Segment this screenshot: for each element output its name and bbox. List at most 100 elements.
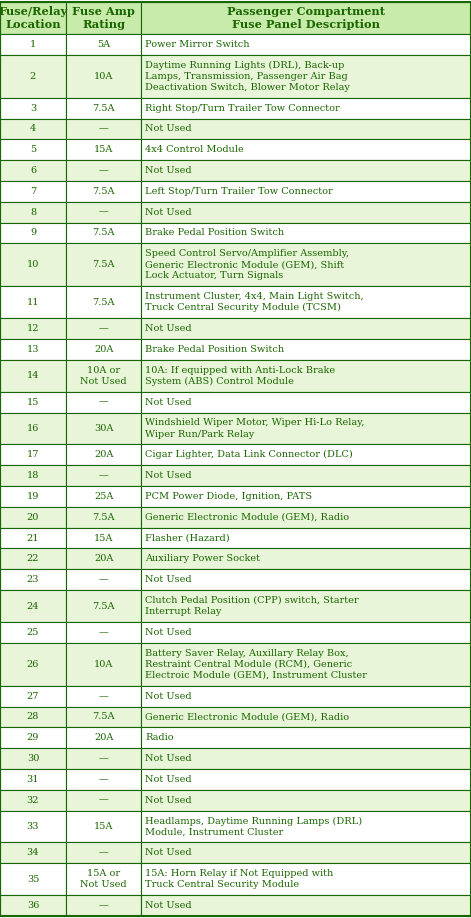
Text: Fuse/Relay
Location: Fuse/Relay Location [0, 6, 68, 30]
Text: 2: 2 [30, 72, 36, 81]
Text: Speed Control Servo/Amplifier Assembly,
Generic Electronic Module (GEM), Shift
L: Speed Control Servo/Amplifier Assembly, … [145, 249, 349, 280]
Text: 7.5A: 7.5A [92, 261, 115, 269]
Bar [141, 487, 471, 507]
Bar [0, 707, 66, 727]
Bar [66, 548, 141, 569]
Bar [141, 895, 471, 916]
Text: —: — [99, 901, 108, 910]
Bar [141, 412, 471, 444]
Text: Not Used: Not Used [145, 324, 192, 333]
Text: 5A: 5A [97, 39, 110, 49]
Bar [141, 160, 471, 181]
Bar [0, 181, 66, 202]
Bar [141, 202, 471, 222]
Bar [0, 748, 66, 769]
Text: 27: 27 [27, 691, 39, 700]
Text: 23: 23 [27, 576, 39, 584]
Bar [66, 528, 141, 548]
Text: —: — [99, 691, 108, 700]
Bar [66, 811, 141, 843]
Text: 7.5A: 7.5A [92, 104, 115, 113]
Bar [141, 339, 471, 360]
Text: Not Used: Not Used [145, 775, 192, 784]
Bar [141, 748, 471, 769]
Text: 15A: 15A [94, 822, 114, 831]
Text: 26: 26 [27, 660, 39, 669]
Bar [66, 412, 141, 444]
Text: Not Used: Not Used [145, 628, 192, 637]
Text: —: — [99, 397, 108, 407]
Bar [66, 590, 141, 622]
Text: 33: 33 [27, 822, 39, 831]
Text: Not Used: Not Used [145, 901, 192, 910]
Bar [0, 686, 66, 707]
Bar [0, 392, 66, 412]
Text: 32: 32 [27, 796, 39, 805]
Text: 9: 9 [30, 229, 36, 238]
Text: Not Used: Not Used [145, 471, 192, 480]
Text: Not Used: Not Used [145, 796, 192, 805]
Bar [66, 465, 141, 487]
Text: 15A or
Not Used: 15A or Not Used [81, 869, 127, 890]
Text: 10A: If equipped with Anti-Lock Brake
System (ABS) Control Module: 10A: If equipped with Anti-Lock Brake Sy… [145, 365, 335, 386]
Bar [0, 319, 66, 339]
Bar [0, 569, 66, 590]
Bar [66, 118, 141, 140]
Text: Generic Electronic Module (GEM), Radio: Generic Electronic Module (GEM), Radio [145, 712, 349, 722]
Text: 10: 10 [27, 261, 39, 269]
Bar [141, 118, 471, 140]
Bar [66, 243, 141, 286]
Bar [66, 392, 141, 412]
Text: 5: 5 [30, 145, 36, 154]
Bar [141, 622, 471, 643]
Bar [66, 202, 141, 222]
Bar [141, 727, 471, 748]
Bar [0, 528, 66, 548]
Text: 7.5A: 7.5A [92, 297, 115, 307]
Text: —: — [99, 207, 108, 217]
Text: 17: 17 [27, 451, 39, 459]
Bar [66, 843, 141, 863]
Text: 7.5A: 7.5A [92, 712, 115, 722]
Bar [66, 55, 141, 97]
Bar [0, 160, 66, 181]
Text: Radio: Radio [145, 733, 174, 743]
Bar [66, 707, 141, 727]
Text: 7.5A: 7.5A [92, 187, 115, 196]
Bar [141, 181, 471, 202]
Bar [0, 97, 66, 118]
Text: 20A: 20A [94, 733, 114, 743]
Bar [0, 465, 66, 487]
Text: —: — [99, 628, 108, 637]
Bar [0, 286, 66, 319]
Bar [66, 727, 141, 748]
Text: —: — [99, 775, 108, 784]
Bar [0, 727, 66, 748]
Text: 3: 3 [30, 104, 36, 113]
Text: Auxiliary Power Socket: Auxiliary Power Socket [145, 554, 260, 564]
Text: Flasher (Hazard): Flasher (Hazard) [145, 533, 230, 543]
Text: Not Used: Not Used [145, 207, 192, 217]
Bar [141, 360, 471, 392]
Bar [141, 811, 471, 843]
Text: 7.5A: 7.5A [92, 601, 115, 610]
Text: 14: 14 [27, 371, 39, 380]
Bar [66, 686, 141, 707]
Text: 19: 19 [27, 492, 39, 501]
Bar [66, 863, 141, 895]
Bar [0, 487, 66, 507]
Text: Battery Saver Relay, Auxillary Relay Box,
Restraint Central Module (RCM), Generi: Battery Saver Relay, Auxillary Relay Box… [145, 649, 367, 680]
Bar [0, 2, 66, 34]
Text: —: — [99, 754, 108, 763]
Text: Brake Pedal Position Switch: Brake Pedal Position Switch [145, 229, 284, 238]
Bar [141, 590, 471, 622]
Text: 28: 28 [27, 712, 39, 722]
Bar [0, 769, 66, 789]
Bar [0, 548, 66, 569]
Bar [0, 222, 66, 243]
Text: 16: 16 [27, 424, 39, 433]
Text: Not Used: Not Used [145, 576, 192, 584]
Text: 20A: 20A [94, 345, 114, 354]
Bar [66, 360, 141, 392]
Bar [141, 97, 471, 118]
